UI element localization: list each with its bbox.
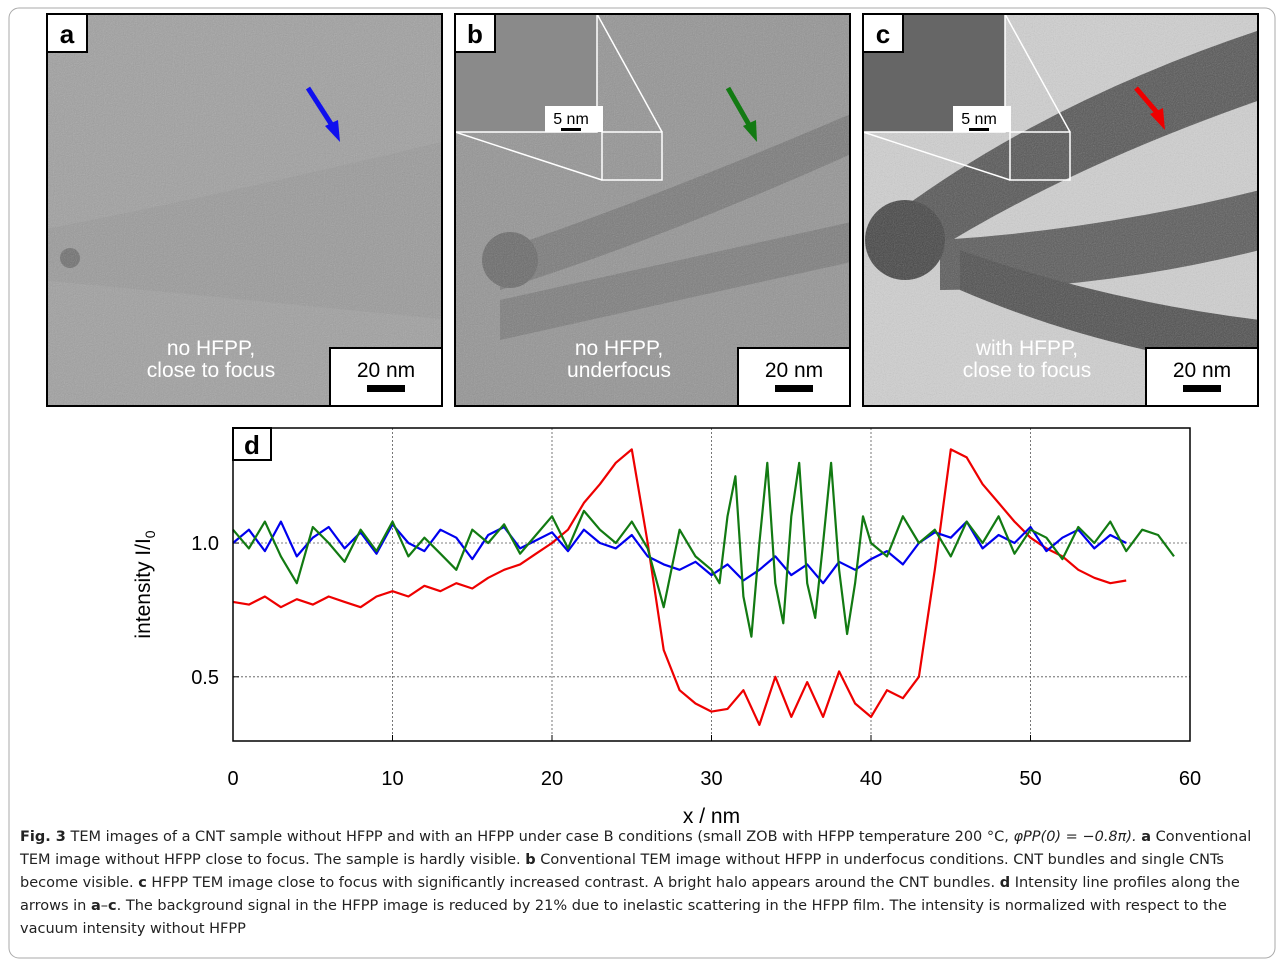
y-axis-label: intensity I/I0 [132, 530, 158, 638]
inset-scale-label: 5 nm [961, 111, 997, 128]
caption-fig: Fig. 3 [20, 829, 66, 845]
tem-image-a [47, 14, 442, 406]
caption-formula: φPP(0) = −0.8π). [1013, 829, 1137, 845]
caption-ref: c [108, 898, 117, 914]
panel-label: d [244, 430, 260, 460]
scale-box [737, 347, 851, 407]
image-caption: close to focus [963, 359, 1091, 382]
caption-text: Intensity line profiles along the arrows… [20, 875, 1240, 914]
inset-scale-label: 5 nm [553, 111, 589, 128]
scale-label: 20 nm [357, 359, 415, 382]
scale-box [329, 347, 443, 407]
plot-frame [232, 427, 1191, 742]
inset-scale-box [545, 106, 603, 132]
data-line [232, 448, 1127, 726]
y-axis-label-sub: 0 [142, 530, 158, 538]
panel-label: c [876, 19, 890, 49]
scale-label: 20 nm [765, 359, 823, 382]
scale-label: 20 nm [1173, 359, 1231, 382]
arrow [305, 86, 1165, 142]
x-tick-label: 60 [1179, 768, 1201, 790]
scale-bar [367, 385, 405, 392]
label-box [862, 13, 904, 53]
x-tick-label: 20 [541, 768, 563, 790]
frame [8, 7, 1276, 959]
image-caption: no HFPP, [575, 337, 663, 360]
caption-ref: d [999, 875, 1011, 891]
caption-ref: c [138, 875, 147, 891]
label-box [46, 13, 88, 53]
caption-text: . The background signal in the HFPP imag… [20, 898, 1227, 937]
caption-text: Conventional TEM image without HFPP in u… [20, 852, 1224, 891]
panel-border [862, 13, 1259, 407]
tem-image-c [863, 14, 1258, 406]
inset-scale-bar [561, 128, 581, 131]
data-line [232, 520, 1127, 585]
image-caption: close to focus [147, 359, 275, 382]
caption-ref: b [525, 852, 536, 868]
x-tick-label: 30 [700, 768, 722, 790]
panel-border [454, 13, 851, 407]
caption-ref: a [1141, 829, 1152, 845]
data-line [232, 461, 1175, 638]
caption: Fig. 3 TEM images of a CNT sample withou… [20, 826, 1265, 941]
x-tick-label: 40 [860, 768, 882, 790]
inset-scale-box [953, 106, 1011, 132]
x-tick-label: 0 [227, 768, 238, 790]
x-tick-label: 50 [1019, 768, 1041, 790]
panel-label: b [467, 19, 483, 49]
image-caption: no HFPP, [167, 337, 255, 360]
inset-scale-bar [969, 128, 989, 131]
caption-text: Conventional TEM image without HFPP clos… [20, 829, 1252, 868]
label-box [454, 13, 496, 53]
x-axis-label: x / nm [683, 805, 740, 828]
caption-text: TEM images of a CNT sample without HFPP … [70, 829, 1009, 845]
scale-bar [1183, 385, 1221, 392]
image-caption: underfocus [567, 359, 671, 382]
caption-text: HFPP TEM image close to focus with signi… [151, 875, 996, 891]
scale-bar [775, 385, 813, 392]
label-box [232, 427, 272, 461]
scale-box [1145, 347, 1259, 407]
image-caption: with HFPP, [975, 337, 1078, 360]
y-tick-label: 0.5 [191, 667, 219, 689]
caption-ref: a [90, 898, 101, 914]
y-tick-label: 1.0 [191, 533, 219, 555]
x-tick-label: 10 [381, 768, 403, 790]
panel-border [46, 13, 443, 407]
y-axis-label-main: intensity I/I [132, 538, 155, 638]
caption-text: – [100, 898, 109, 914]
panel-label: a [60, 19, 75, 49]
